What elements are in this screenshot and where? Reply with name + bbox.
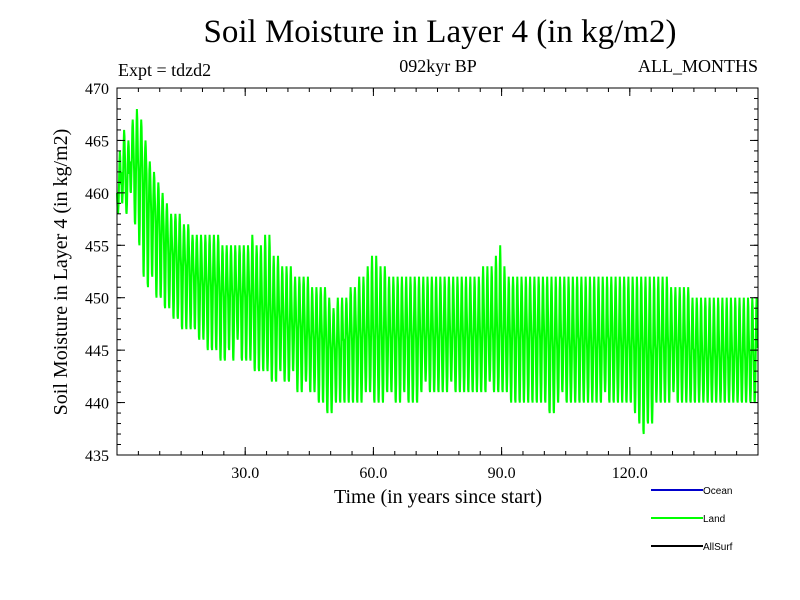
legend-label-land: Land <box>703 514 725 525</box>
y-tick-label: 435 <box>85 448 109 465</box>
y-tick-label: 450 <box>85 291 109 308</box>
y-tick-label: 440 <box>85 396 109 413</box>
y-tick-label: 465 <box>85 133 109 150</box>
x-axis-label: Time (in years since start) <box>334 486 542 508</box>
y-tick-label: 460 <box>85 186 109 203</box>
x-tick-label: 90.0 <box>488 465 516 482</box>
y-tick-label: 470 <box>85 81 109 98</box>
y-tick-label: 445 <box>85 343 109 360</box>
chart-title: Soil Moisture in Layer 4 (in kg/m2) <box>203 14 677 50</box>
x-tick-label: 120.0 <box>612 465 648 482</box>
legend-label-allsurf: AllSurf <box>703 542 733 553</box>
series-line-land <box>116 108 759 435</box>
legend: Ocean Land AllSurf <box>651 486 733 553</box>
experiment-label: Expt = tdzd2 <box>118 60 212 80</box>
period-label: ALL_MONTHS <box>638 56 758 76</box>
y-tick-label: 455 <box>85 238 109 255</box>
x-tick-label: 30.0 <box>231 465 259 482</box>
chart-subtitle: 092kyr BP <box>399 56 477 76</box>
x-tick-label: 60.0 <box>359 465 387 482</box>
legend-label-ocean: Ocean <box>703 486 732 497</box>
y-axis-label: Soil Moisture in Layer 4 (in kg/m2) <box>50 129 72 416</box>
